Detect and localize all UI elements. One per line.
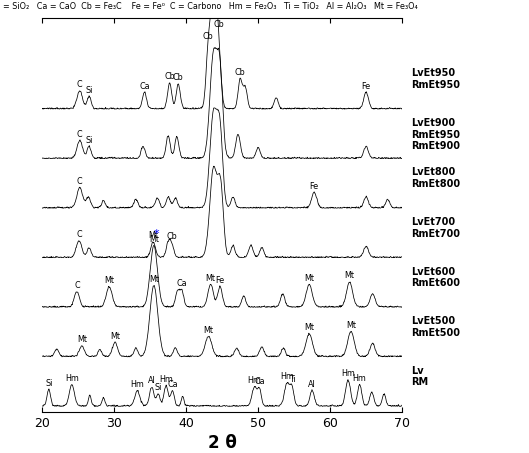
Text: Hm: Hm (130, 380, 144, 389)
Text: RM: RM (412, 376, 428, 386)
Text: Ca: Ca (167, 380, 178, 389)
X-axis label: 2 θ: 2 θ (208, 434, 236, 452)
Text: *: * (154, 229, 160, 239)
Text: LvEt800: LvEt800 (412, 168, 456, 178)
Text: Cb: Cb (213, 20, 224, 29)
Text: C: C (77, 177, 83, 186)
Text: Fe: Fe (309, 182, 319, 191)
Text: Mt: Mt (149, 275, 159, 284)
Text: Cb: Cb (167, 232, 177, 241)
Text: Cb: Cb (203, 32, 213, 41)
Text: Mt: Mt (344, 271, 354, 280)
Text: RmEt800: RmEt800 (412, 179, 461, 189)
Text: Si: Si (154, 383, 162, 392)
Text: Mt: Mt (148, 231, 158, 241)
Text: Cb: Cb (165, 72, 175, 81)
Text: C: C (76, 230, 82, 239)
Text: LvEt950: LvEt950 (412, 68, 455, 78)
Text: RmEt500: RmEt500 (412, 328, 461, 338)
Text: LvEt500: LvEt500 (412, 316, 455, 326)
Text: Ca: Ca (254, 377, 265, 386)
Text: C: C (77, 130, 83, 139)
Text: Mt: Mt (204, 326, 214, 335)
Text: Hm: Hm (341, 370, 355, 378)
Text: = SiO₂   Ca = CaO  Cb = Fe₃C    Fe = Fe⁰  C = Carbono   Hm = Fe₂O₃   Ti = TiO₂  : = SiO₂ Ca = CaO Cb = Fe₃C Fe = Fe⁰ C = C… (3, 2, 417, 11)
Text: RmEt700: RmEt700 (412, 229, 461, 239)
Text: Cb: Cb (235, 67, 245, 77)
Text: Lv: Lv (412, 366, 424, 376)
Text: Hm: Hm (65, 374, 79, 383)
Text: RmEt600: RmEt600 (412, 279, 461, 289)
Text: Mt: Mt (206, 274, 216, 283)
Text: Hm: Hm (353, 374, 367, 383)
Text: RmEt950: RmEt950 (412, 130, 461, 140)
Text: Ca: Ca (177, 280, 187, 289)
Text: Ca: Ca (139, 82, 150, 91)
Text: Mt: Mt (110, 332, 120, 341)
Text: Hm: Hm (248, 376, 261, 385)
Text: RmEt900: RmEt900 (412, 140, 461, 151)
Text: Hm: Hm (159, 375, 173, 384)
Text: Fe: Fe (215, 276, 225, 285)
Text: Mt: Mt (104, 276, 114, 285)
Text: Si: Si (85, 136, 93, 145)
Text: C: C (74, 281, 80, 290)
Text: Mt: Mt (304, 323, 314, 333)
Text: LvEt900: LvEt900 (412, 118, 455, 128)
Text: Hm: Hm (280, 372, 294, 381)
Text: Fe: Fe (361, 82, 371, 91)
Text: Si: Si (85, 86, 93, 95)
Text: Al: Al (308, 380, 316, 389)
Text: Mt: Mt (304, 274, 314, 283)
Text: C: C (77, 80, 83, 89)
Text: Mt: Mt (149, 235, 159, 244)
Text: Si: Si (45, 379, 52, 388)
Text: LvEt600: LvEt600 (412, 266, 455, 276)
Text: RmEt950: RmEt950 (412, 80, 461, 90)
Text: LvEt700: LvEt700 (412, 217, 455, 227)
Text: Al: Al (148, 376, 156, 386)
Text: Cb: Cb (173, 73, 184, 82)
Text: Mt: Mt (346, 321, 356, 330)
Text: Mt: Mt (77, 335, 87, 344)
Text: Ti: Ti (289, 375, 295, 384)
